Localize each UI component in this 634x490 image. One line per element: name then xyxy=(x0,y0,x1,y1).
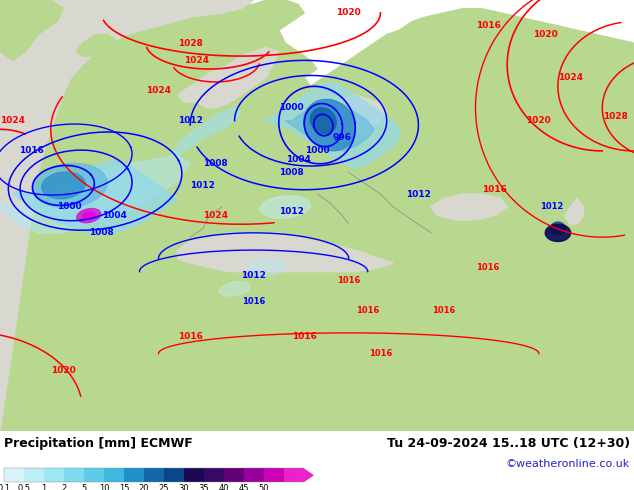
Polygon shape xyxy=(0,0,254,164)
Polygon shape xyxy=(13,160,178,233)
Polygon shape xyxy=(317,95,387,134)
Bar xyxy=(164,468,184,482)
Bar xyxy=(84,468,104,482)
Text: 25: 25 xyxy=(158,484,169,490)
Polygon shape xyxy=(248,258,285,276)
Text: 10: 10 xyxy=(99,484,109,490)
Bar xyxy=(144,468,164,482)
Bar xyxy=(44,468,64,482)
Text: 15: 15 xyxy=(119,484,129,490)
Text: 0.5: 0.5 xyxy=(18,484,30,490)
Text: 1016: 1016 xyxy=(292,332,317,341)
Polygon shape xyxy=(545,224,571,242)
Polygon shape xyxy=(304,99,356,151)
Text: 996: 996 xyxy=(333,133,352,143)
Text: 1012: 1012 xyxy=(540,202,563,212)
Text: 1020: 1020 xyxy=(336,8,361,18)
Text: 1: 1 xyxy=(41,484,47,490)
Text: 1016: 1016 xyxy=(482,185,507,194)
Polygon shape xyxy=(219,282,250,296)
Polygon shape xyxy=(171,108,241,155)
Text: 20: 20 xyxy=(139,484,149,490)
Text: 1020: 1020 xyxy=(526,116,552,125)
Polygon shape xyxy=(178,48,279,108)
Polygon shape xyxy=(32,163,107,208)
Text: 1024: 1024 xyxy=(203,211,228,220)
Text: 1012: 1012 xyxy=(178,116,203,125)
Polygon shape xyxy=(178,233,393,271)
Text: 1012: 1012 xyxy=(241,271,266,280)
Text: 5: 5 xyxy=(81,484,87,490)
Text: 1020: 1020 xyxy=(51,367,76,375)
Text: 1016: 1016 xyxy=(356,306,379,315)
Text: 1028: 1028 xyxy=(602,112,628,121)
Text: 1004: 1004 xyxy=(285,155,311,164)
Polygon shape xyxy=(152,138,171,155)
Text: 1020: 1020 xyxy=(533,30,558,39)
Text: 35: 35 xyxy=(198,484,209,490)
Polygon shape xyxy=(260,196,311,218)
Text: 1012: 1012 xyxy=(406,190,431,198)
Text: 1016: 1016 xyxy=(19,147,44,155)
Polygon shape xyxy=(285,99,374,151)
Polygon shape xyxy=(82,212,95,220)
Text: 1016: 1016 xyxy=(476,22,501,30)
Text: ©weatheronline.co.uk: ©weatheronline.co.uk xyxy=(506,459,630,468)
Text: 1016: 1016 xyxy=(178,332,203,341)
Bar xyxy=(4,468,24,482)
Text: 1024: 1024 xyxy=(184,56,209,65)
Polygon shape xyxy=(0,0,634,431)
Text: 1008: 1008 xyxy=(89,228,114,237)
Text: 1016: 1016 xyxy=(369,349,392,358)
Polygon shape xyxy=(0,0,63,60)
Text: 1012: 1012 xyxy=(190,181,216,190)
Bar xyxy=(24,468,44,482)
Text: 0.1: 0.1 xyxy=(0,484,11,490)
Bar xyxy=(264,468,284,482)
Text: 1024: 1024 xyxy=(146,86,171,95)
Bar xyxy=(4,468,304,482)
Text: 1012: 1012 xyxy=(279,207,304,216)
Polygon shape xyxy=(76,34,120,56)
Text: 1016: 1016 xyxy=(337,276,360,285)
Bar xyxy=(124,468,144,482)
Text: Precipitation [mm] ECMWF: Precipitation [mm] ECMWF xyxy=(4,437,193,450)
Text: 1016: 1016 xyxy=(477,263,500,272)
Text: 1028: 1028 xyxy=(178,39,203,48)
Polygon shape xyxy=(0,155,190,233)
Bar xyxy=(104,468,124,482)
Text: 1024: 1024 xyxy=(558,73,583,82)
Polygon shape xyxy=(564,198,583,224)
Polygon shape xyxy=(311,108,336,134)
Polygon shape xyxy=(42,172,85,199)
Bar xyxy=(244,468,264,482)
Text: 40: 40 xyxy=(219,484,230,490)
Text: 1024: 1024 xyxy=(0,116,25,125)
Text: 1008: 1008 xyxy=(203,159,228,169)
Bar xyxy=(64,468,84,482)
Bar xyxy=(284,468,304,482)
Text: 50: 50 xyxy=(259,484,269,490)
Text: Tu 24-09-2024 15..18 UTC (12+30): Tu 24-09-2024 15..18 UTC (12+30) xyxy=(387,437,630,450)
Text: 1004: 1004 xyxy=(101,211,127,220)
Polygon shape xyxy=(304,468,314,482)
Text: 1000: 1000 xyxy=(280,103,304,112)
Text: 2: 2 xyxy=(61,484,67,490)
Polygon shape xyxy=(0,0,114,431)
Text: 1008: 1008 xyxy=(279,168,304,177)
Text: 1016: 1016 xyxy=(432,306,455,315)
Bar xyxy=(184,468,204,482)
Text: 1016: 1016 xyxy=(242,297,265,306)
Text: 1000: 1000 xyxy=(58,202,82,212)
Polygon shape xyxy=(431,194,507,220)
Polygon shape xyxy=(550,222,566,235)
Bar xyxy=(224,468,244,482)
Polygon shape xyxy=(165,103,216,147)
Polygon shape xyxy=(260,82,399,168)
Polygon shape xyxy=(77,209,101,222)
Text: 30: 30 xyxy=(179,484,190,490)
Text: 1000: 1000 xyxy=(305,147,329,155)
Text: 45: 45 xyxy=(239,484,249,490)
Bar xyxy=(204,468,224,482)
